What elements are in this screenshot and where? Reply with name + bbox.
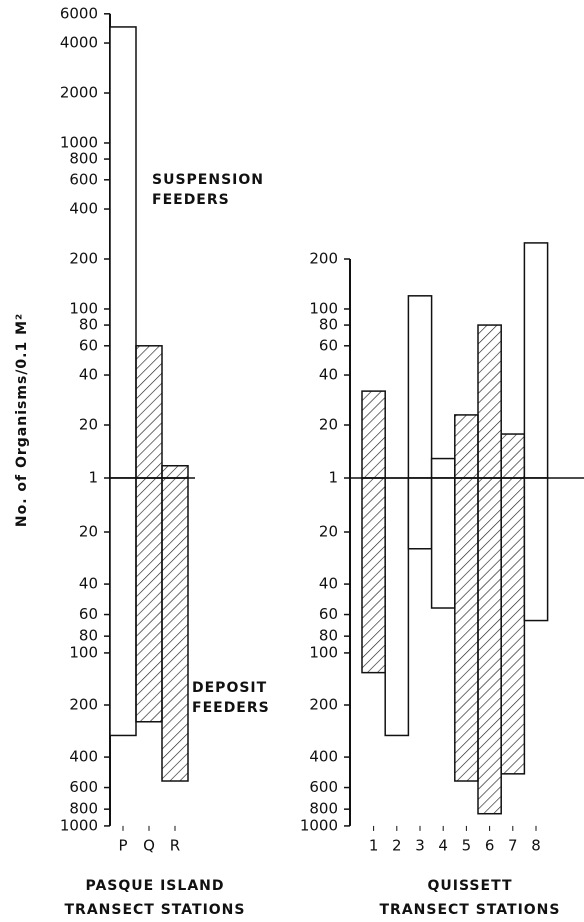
- y-tick-label: 40: [79, 366, 98, 384]
- x-tick-label: P: [118, 836, 127, 854]
- y-tick-label: 80: [79, 316, 98, 334]
- x-tick-label: 4: [438, 836, 448, 854]
- y-tick-label: 60: [79, 605, 98, 623]
- y-tick-label: 100: [309, 643, 338, 661]
- x-axis-label: QUISSETT: [428, 878, 513, 894]
- y-tick-label: 1000: [300, 816, 338, 834]
- y-tick-label: 600: [309, 778, 338, 796]
- y-tick-label: 1: [88, 469, 98, 487]
- x-tick-label: 5: [462, 836, 472, 854]
- bar: [477, 324, 502, 479]
- bar: [477, 477, 502, 815]
- y-tick-label: 100: [69, 643, 98, 661]
- annotation: FEEDERS: [152, 192, 230, 208]
- bar: [407, 295, 433, 479]
- y-tick-label: 40: [319, 575, 338, 593]
- bar: [361, 477, 386, 674]
- x-axis-label: TRANSECT STATIONS: [65, 902, 246, 918]
- bar: [523, 242, 549, 479]
- y-tick-label: 400: [69, 748, 98, 766]
- y-axis-label: No. of Organisms/0.1 M²: [14, 313, 30, 527]
- bar: [454, 414, 479, 479]
- y-tick-label: 20: [79, 416, 98, 434]
- annotation: SUSPENSION: [152, 172, 264, 188]
- y-tick-label: 60: [79, 336, 98, 354]
- y-tick-label: 40: [319, 366, 338, 384]
- y-tick-label: 400: [69, 200, 98, 218]
- y-tick-label: 20: [319, 416, 338, 434]
- annotation: FEEDERS: [192, 700, 270, 716]
- y-tick-label: 80: [79, 627, 98, 645]
- bar: [500, 477, 526, 775]
- y-tick-label: 60: [319, 336, 338, 354]
- y-tick-label: 100: [69, 299, 98, 317]
- y-tick-label: 200: [69, 696, 98, 714]
- y-tick-label: 800: [69, 800, 98, 818]
- bar: [109, 26, 137, 479]
- bar: [361, 390, 386, 479]
- y-tick-label: 20: [79, 523, 98, 541]
- x-tick-label: 6: [485, 836, 495, 854]
- y-tick-label: 1: [328, 469, 338, 487]
- bar: [430, 457, 456, 479]
- bar: [500, 433, 526, 479]
- x-tick-label: 1: [369, 836, 379, 854]
- x-axis-label: PASQUE ISLAND: [86, 878, 225, 894]
- annotation: DEPOSIT: [192, 680, 267, 696]
- x-axis-label: TRANSECT STATIONS: [380, 902, 561, 918]
- bar: [135, 345, 163, 479]
- x-tick-label: 2: [392, 836, 402, 854]
- y-tick-label: 800: [309, 800, 338, 818]
- x-tick-label: 8: [531, 836, 541, 854]
- y-tick-label: 600: [69, 170, 98, 188]
- y-tick-label: 1000: [60, 816, 98, 834]
- y-tick-label: 100: [309, 299, 338, 317]
- x-tick-label: 3: [415, 836, 425, 854]
- y-tick-label: 40: [79, 575, 98, 593]
- y-tick-label: 400: [309, 748, 338, 766]
- bar: [109, 477, 137, 737]
- bar: [523, 477, 549, 622]
- x-tick-label: 7: [508, 836, 518, 854]
- y-tick-label: 1000: [60, 133, 98, 151]
- y-tick-label: 200: [309, 250, 338, 268]
- y-tick-label: 60: [319, 605, 338, 623]
- bar: [454, 477, 479, 782]
- y-tick-label: 2000: [60, 84, 98, 102]
- bar: [161, 477, 189, 782]
- y-tick-label: 800: [69, 150, 98, 168]
- y-tick-label: 200: [69, 250, 98, 268]
- bar: [135, 477, 163, 723]
- y-tick-label: 80: [319, 627, 338, 645]
- x-tick-label: R: [170, 836, 180, 854]
- bar: [407, 477, 433, 550]
- y-tick-label: 6000: [60, 4, 98, 22]
- bar: [161, 464, 189, 479]
- y-tick-label: 20: [319, 523, 338, 541]
- y-tick-label: 200: [309, 696, 338, 714]
- bar: [384, 477, 410, 737]
- y-tick-label: 600: [69, 778, 98, 796]
- bar: [430, 477, 456, 609]
- y-tick-label: 80: [319, 316, 338, 334]
- y-tick-label: 4000: [60, 34, 98, 52]
- x-tick-label: Q: [143, 836, 155, 854]
